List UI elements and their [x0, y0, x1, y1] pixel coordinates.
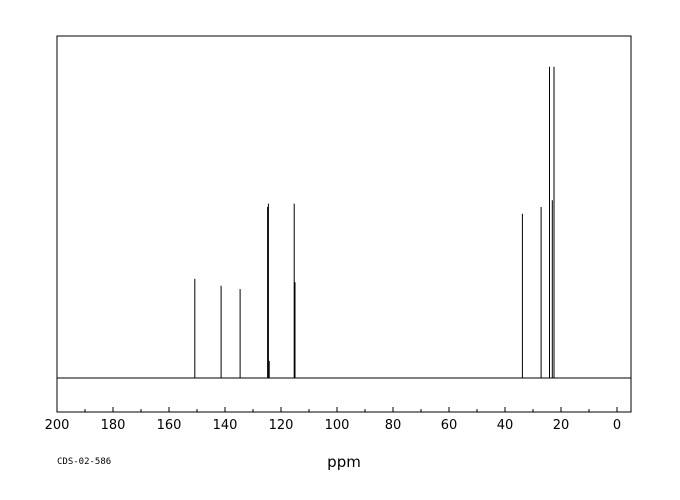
x-tick-label-80: 80 [385, 418, 402, 433]
x-tick-label-140: 140 [213, 418, 238, 433]
x-tick-label-40: 40 [497, 418, 514, 433]
x-tick-label-20: 20 [553, 418, 570, 433]
x-tick-label-160: 160 [157, 418, 182, 433]
peak-group [194, 66, 555, 378]
spectrum-code-label: CDS-02-586 [57, 457, 111, 467]
x-axis-title: ppm [327, 453, 361, 471]
x-axis-ticks: 200 180 160 140 120 100 80 60 40 20 0 [45, 407, 621, 433]
x-tick-label-180: 180 [101, 418, 126, 433]
plot-frame [56, 35, 632, 413]
x-tick-label-100: 100 [325, 418, 350, 433]
x-tick-label-60: 60 [441, 418, 458, 433]
x-tick-label-0: 0 [613, 418, 621, 433]
x-tick-label-120: 120 [269, 418, 294, 433]
x-tick-label-200: 200 [45, 418, 70, 433]
